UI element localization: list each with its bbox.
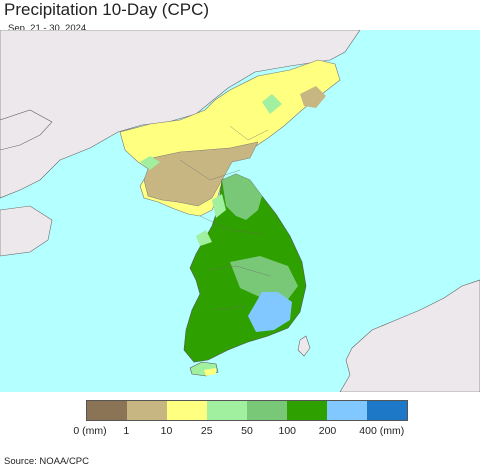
legend-swatch-3 xyxy=(207,401,247,420)
liaodong-peninsula xyxy=(0,109,53,151)
shandong-land xyxy=(0,205,53,257)
legend-label-2: 10 xyxy=(160,425,173,437)
north-korea-nw-green xyxy=(140,156,160,170)
legend-bar xyxy=(86,400,408,421)
source-credit: Source: NOAA/CPC xyxy=(4,456,89,467)
legend-swatch-6 xyxy=(327,401,367,420)
legend-label-7: 400 (mm) xyxy=(359,425,405,437)
legend-label-0: 0 (mm) xyxy=(73,425,107,437)
south-korea-light-west xyxy=(212,194,226,218)
legend-swatch-4 xyxy=(247,401,287,420)
legend-label-5: 100 xyxy=(278,425,297,437)
legend-label-3: 25 xyxy=(200,425,213,437)
south-korea-moderate-central xyxy=(230,256,298,302)
legend-label-6: 200 xyxy=(318,425,337,437)
north-korea-ne-tan xyxy=(300,86,326,108)
legend-swatch-7 xyxy=(367,401,407,420)
south-korea-light-nw xyxy=(196,230,212,246)
legend-label-4: 50 xyxy=(241,425,253,437)
legend-swatch-5 xyxy=(287,401,327,420)
legend-swatch-2 xyxy=(167,401,207,420)
south-korea-very-heavy xyxy=(248,292,292,332)
north-korea-light-green xyxy=(262,94,282,114)
jeju-island-south xyxy=(204,368,216,376)
precipitation-map xyxy=(0,30,480,392)
map-subtitle: Sep. 21 - 30, 2024 xyxy=(8,23,87,34)
tsushima-island xyxy=(297,335,311,357)
province-boundaries xyxy=(179,125,271,311)
legend-label-1: 1 xyxy=(123,425,130,437)
legend-swatch-0 xyxy=(87,401,127,420)
south-korea-moderate xyxy=(222,174,262,220)
japan-land xyxy=(339,279,480,392)
legend-swatch-1 xyxy=(127,401,167,420)
map-title: Precipitation 10-Day (CPC) xyxy=(4,0,210,19)
